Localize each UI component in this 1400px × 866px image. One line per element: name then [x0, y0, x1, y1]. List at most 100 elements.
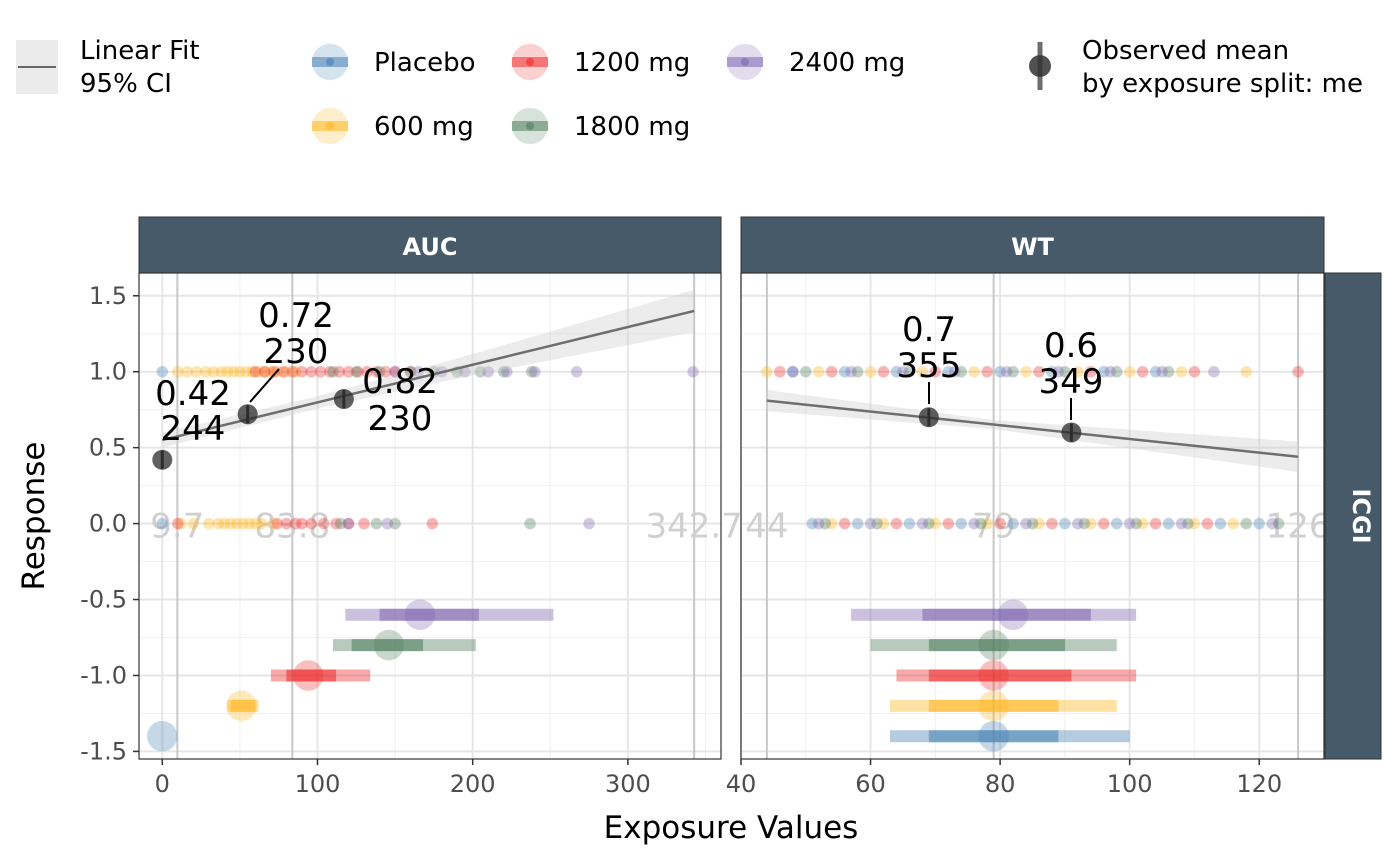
dose-summary-2400-mg [851, 599, 1137, 631]
legend-fit-ci-label: 95% CI [80, 69, 172, 99]
response-point [342, 517, 355, 530]
dose-summary-1800-mg [870, 629, 1117, 661]
response-point [246, 365, 259, 378]
response-point [968, 517, 981, 530]
response-point [1058, 365, 1071, 378]
observed-mean-value: 0.82 [362, 362, 438, 402]
response-point [289, 365, 302, 378]
response-point [1123, 365, 1136, 378]
response-point [199, 365, 212, 378]
response-point [249, 517, 262, 530]
observed-mean-point [237, 404, 258, 425]
response-point [370, 517, 383, 530]
response-point [1097, 365, 1110, 378]
dose-summary-600-mg [225, 690, 259, 722]
response-point [871, 517, 884, 530]
observed-mean-n: 230 [368, 399, 433, 439]
response-point [890, 517, 903, 530]
response-point [268, 365, 281, 378]
response-point [334, 517, 347, 530]
response-point [955, 365, 968, 378]
response-point [1136, 365, 1149, 378]
response-point [280, 365, 293, 378]
response-point [1110, 365, 1123, 378]
response-point [1188, 517, 1201, 530]
observed-mean-value: 0.42 [155, 374, 231, 414]
response-point [295, 365, 308, 378]
x-axis-title: Exposure Values [604, 810, 859, 846]
response-point [258, 365, 271, 378]
response-point [1130, 517, 1143, 530]
response-point [181, 365, 194, 378]
response-point [361, 365, 374, 378]
quantile-label: 83.8 [254, 506, 330, 546]
dose-summary-1200-mg [270, 659, 371, 691]
observed-mean-point [1061, 422, 1082, 443]
response-point [896, 365, 909, 378]
response-point [389, 365, 402, 378]
response-point [350, 365, 363, 378]
observed-mean-point [152, 449, 173, 470]
response-point [974, 517, 987, 530]
response-point [1188, 365, 1201, 378]
response-point [583, 517, 596, 530]
legend: Linear Fit 95% CI Placebo 1200 mg 2400 mg 6… [16, 36, 1363, 145]
response-point [525, 365, 538, 378]
response-point [236, 517, 249, 530]
response-point [1136, 517, 1149, 530]
response-point [1240, 517, 1253, 530]
response-point [1045, 365, 1058, 378]
response-point [190, 365, 203, 378]
response-point [942, 365, 955, 378]
response-point [373, 365, 386, 378]
panel-background [741, 273, 1324, 759]
row-strip [1324, 272, 1382, 760]
response-point [289, 517, 302, 530]
response-point [922, 517, 935, 530]
dose-summary-1800-mg [333, 629, 476, 661]
response-point [1227, 517, 1240, 530]
observed-mean-n: 349 [1039, 362, 1104, 402]
response-point [404, 365, 417, 378]
response-point [1149, 517, 1162, 530]
response-point [819, 517, 832, 530]
response-point [916, 517, 929, 530]
response-point [1104, 365, 1117, 378]
response-point [381, 517, 394, 530]
legend-dose-dot [526, 122, 534, 130]
response-point [864, 365, 877, 378]
response-point [1272, 517, 1285, 530]
response-point [1084, 517, 1097, 530]
panel-strip-label: WT [1011, 233, 1054, 261]
response-point [305, 517, 318, 530]
response-point [252, 365, 265, 378]
response-point [1097, 517, 1110, 530]
response-point [249, 365, 262, 378]
dose-median-point [225, 690, 257, 722]
response-point [187, 517, 200, 530]
response-point [240, 365, 253, 378]
response-point [224, 517, 237, 530]
response-point [760, 365, 773, 378]
dose-summary-600-mg [889, 690, 1117, 722]
response-point [1156, 365, 1169, 378]
response-point [333, 365, 346, 378]
x-tick-label: 120 [1236, 770, 1282, 798]
response-point [280, 517, 293, 530]
response-point [1007, 365, 1020, 378]
response-point [323, 365, 336, 378]
response-point [1201, 517, 1214, 530]
response-point [327, 365, 339, 378]
response-point [851, 517, 864, 530]
response-point [851, 365, 864, 378]
response-point [221, 365, 234, 378]
fit-ci-ribbon [766, 389, 1299, 472]
response-point [474, 365, 487, 378]
response-point [404, 365, 417, 378]
response-point [799, 365, 812, 378]
response-point [426, 517, 439, 530]
dose-median-point [978, 659, 1010, 691]
